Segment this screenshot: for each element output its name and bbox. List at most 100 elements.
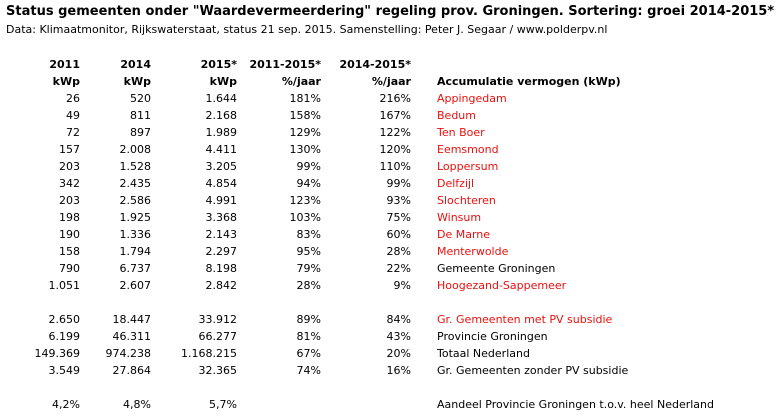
cell-2014: 974.238: [105, 347, 152, 360]
unit-growth-2014-2015: %/jaar: [371, 75, 411, 88]
cell-growth-2014-2015: [321, 396, 411, 413]
cell-growth-2014-2015: 20%: [386, 347, 411, 360]
cell-growth-2014-2015: 122%: [379, 126, 411, 139]
cell-2015: 2.297: [205, 245, 238, 258]
cell-2011: 158: [59, 245, 80, 258]
cell-municipality: Winsum: [437, 211, 482, 224]
cell-spacer: [411, 362, 437, 379]
cell-growth-2014-2015: 110%: [379, 160, 411, 173]
cell-growth-2014-2015: 22%: [386, 262, 411, 275]
cell-growth-2011-2015: 130%: [289, 143, 321, 156]
cell-municipality: Loppersum: [437, 160, 499, 173]
spacer-row: [0, 294, 777, 311]
unit-growth-2011-2015: %/jaar: [281, 75, 321, 88]
cell-2015: 4.991: [205, 194, 238, 207]
cell-2011: 1.051: [48, 279, 81, 292]
cell-2014: 1.925: [119, 211, 152, 224]
cell-2015: 66.277: [198, 330, 238, 343]
header-2015: 2015*: [200, 58, 237, 71]
municipality-row: 1.051 2.607 2.842 28% 9% Hoogezand-Sappe…: [0, 277, 777, 294]
totals-row: 149.369 974.238 1.168.215 67% 20% Totaal…: [0, 345, 777, 362]
header-row-units: kWp kWp kWp %/jaar %/jaar Accumulatie ve…: [0, 73, 777, 90]
cell-2014: 46.311: [112, 330, 152, 343]
cell-growth-2011-2015: 181%: [289, 92, 321, 105]
cell-2014: 18.447: [112, 313, 152, 326]
cell-spacer: [411, 175, 437, 192]
cell-2014: 1.794: [119, 245, 152, 258]
cell-municipality: Menterwolde: [437, 245, 509, 258]
table-header: 2011 2014 2015* 2011-2015* 2014-2015* kW…: [0, 56, 777, 90]
cell-growth-2014-2015: 167%: [379, 109, 411, 122]
cell-2011: 203: [59, 194, 80, 207]
cell-2014: 897: [130, 126, 151, 139]
cell-2015: 5,7%: [209, 398, 237, 411]
spacer-cell: [0, 294, 777, 311]
cell-spacer: [411, 141, 437, 158]
cell-2011: 26: [66, 92, 80, 105]
cell-municipality: Totaal Nederland: [437, 347, 530, 360]
cell-growth-2014-2015: 16%: [386, 364, 411, 377]
cell-2014: 6.737: [119, 262, 152, 275]
header-spacer: [411, 56, 437, 73]
cell-growth-2011-2015: 95%: [296, 245, 321, 258]
totals-row: 6.199 46.311 66.277 81% 43% Provincie Gr…: [0, 328, 777, 345]
municipality-row: 157 2.008 4.411 130% 120% Eemsmond: [0, 141, 777, 158]
header-2011: 2011: [49, 58, 80, 71]
cell-spacer: [411, 158, 437, 175]
cell-2014: 1.528: [119, 160, 152, 173]
municipality-row: 342 2.435 4.854 94% 99% Delfzijl: [0, 175, 777, 192]
cell-2011: 157: [59, 143, 80, 156]
cell-growth-2011-2015: 67%: [296, 347, 321, 360]
cell-2011: 198: [59, 211, 80, 224]
unit-2014: kWp: [123, 75, 151, 88]
totals-row: 3.549 27.864 32.365 74% 16% Gr. Gemeente…: [0, 362, 777, 379]
cell-growth-2011-2015: 89%: [296, 313, 321, 326]
cell-growth-2011-2015: 94%: [296, 177, 321, 190]
cell-2011: 6.199: [48, 330, 81, 343]
spacer-row: [0, 379, 777, 396]
cell-2015: 1.644: [205, 92, 238, 105]
cell-2015: 2.143: [205, 228, 238, 241]
cell-municipality: Aandeel Provincie Groningen t.o.v. heel …: [437, 398, 714, 411]
cell-municipality: Provincie Groningen: [437, 330, 548, 343]
header-2014: 2014: [120, 58, 151, 71]
cell-2014: 520: [130, 92, 151, 105]
cell-spacer: [411, 90, 437, 107]
cell-2014: 2.008: [119, 143, 152, 156]
unit-2015: kWp: [209, 75, 237, 88]
totals-row: 2.650 18.447 33.912 89% 84% Gr. Gemeente…: [0, 311, 777, 328]
cell-growth-2011-2015: 83%: [296, 228, 321, 241]
cell-growth-2014-2015: 120%: [379, 143, 411, 156]
cell-2011: 149.369: [34, 347, 81, 360]
cell-2015: 2.842: [205, 279, 238, 292]
cell-2011: 203: [59, 160, 80, 173]
cell-spacer: [411, 226, 437, 243]
cell-2015: 4.411: [205, 143, 238, 156]
unit-spacer: [411, 73, 437, 90]
cell-2011: 2.650: [48, 313, 81, 326]
cell-growth-2014-2015: 216%: [379, 92, 411, 105]
cell-2014: 2.607: [119, 279, 152, 292]
cell-municipality: Eemsmond: [437, 143, 499, 156]
spacer-cell: [0, 379, 777, 396]
cell-municipality: Hoogezand-Sappemeer: [437, 279, 567, 292]
share-row: 4,2% 4,8% 5,7% Aandeel Provincie Groning…: [0, 396, 777, 413]
cell-2014: 811: [130, 109, 151, 122]
cell-municipality: Appingedam: [437, 92, 507, 105]
cell-2015: 32.365: [198, 364, 238, 377]
cell-spacer: [411, 192, 437, 209]
cell-spacer: [411, 345, 437, 362]
municipality-row: 26 520 1.644 181% 216% Appingedam: [0, 90, 777, 107]
cell-spacer: [411, 107, 437, 124]
cell-municipality: Slochteren: [437, 194, 496, 207]
municipality-row: 72 897 1.989 129% 122% Ten Boer: [0, 124, 777, 141]
cell-growth-2014-2015: 99%: [386, 177, 411, 190]
cell-2015: 2.168: [205, 109, 238, 122]
cell-2014: 2.586: [119, 194, 152, 207]
cell-municipality: Gemeente Groningen: [437, 262, 556, 275]
cell-spacer: [411, 124, 437, 141]
cell-2015: 4.854: [205, 177, 238, 190]
header-accumulation: Accumulatie vermogen (kWp): [437, 75, 621, 88]
cell-growth-2011-2015: 81%: [296, 330, 321, 343]
header-empty: [437, 56, 777, 73]
